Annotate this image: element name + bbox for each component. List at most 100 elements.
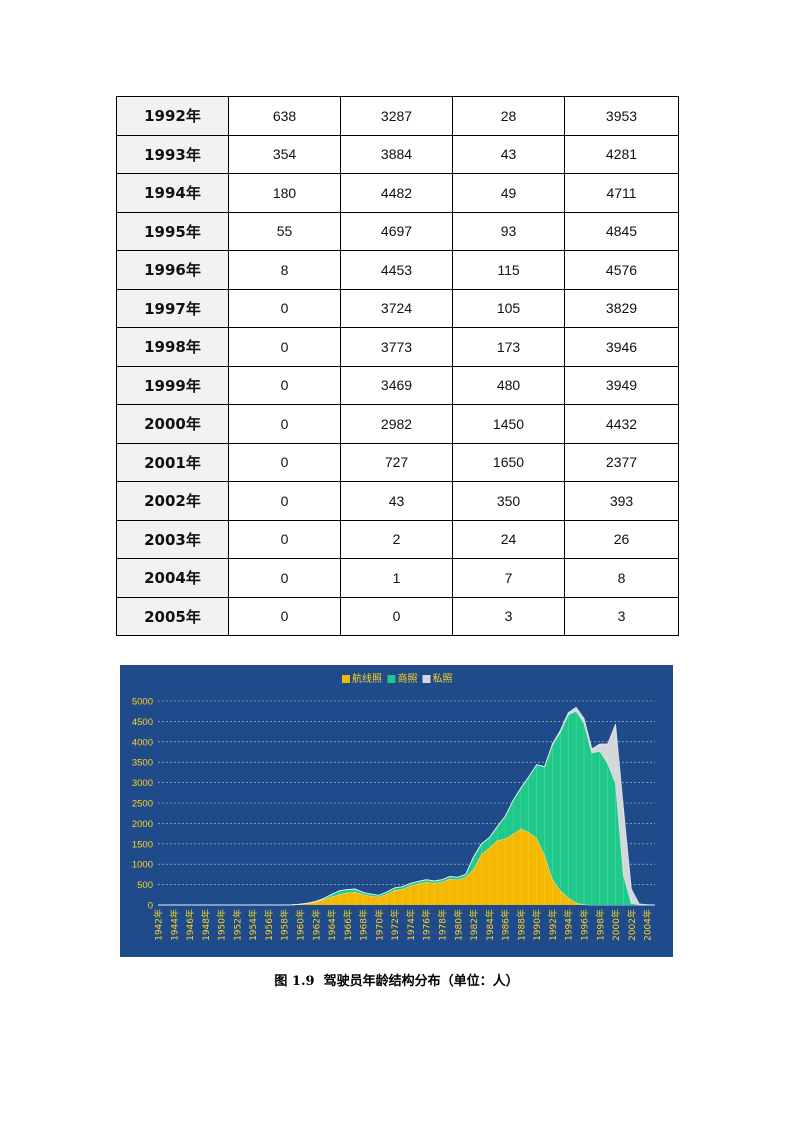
cell-commercial: 2: [340, 519, 453, 559]
legend-label-1: 商照: [398, 672, 418, 685]
cell-private: 1450: [452, 404, 565, 444]
cell-commercial: 43: [340, 481, 453, 521]
cell-year: 1995年: [116, 211, 229, 251]
x-tick-label: 2000年: [610, 909, 622, 941]
cell-commercial: 3469: [340, 365, 453, 405]
cell-year: 1998年: [116, 327, 229, 367]
x-tick-label: 1996年: [579, 909, 591, 941]
cell-private: 480: [452, 365, 565, 405]
x-tick-label: 1954年: [247, 909, 259, 941]
cell-commercial: 4482: [340, 173, 453, 213]
cell-private: 7: [452, 558, 565, 598]
y-tick-label: 3500: [132, 758, 153, 769]
cell-private: 3: [452, 596, 565, 636]
license-table: 1992年 638 3287 28 3953 1993年 354 3884 43 4281 1994…: [116, 96, 679, 636]
x-tick-label: 1978年: [437, 909, 449, 941]
x-tick-label: 1960年: [295, 909, 307, 941]
x-tick-label: 1986年: [500, 909, 512, 941]
cell-commercial: 4697: [340, 211, 453, 251]
table-row: 1993年 354 3884 43 4281: [116, 134, 679, 174]
x-tick-label: 1992年: [547, 909, 559, 941]
cell-airline: 0: [228, 404, 341, 444]
table-row: 2001年 0 727 1650 2377: [116, 442, 679, 482]
cell-year: 2000年: [116, 404, 229, 444]
cell-total: 3946: [564, 327, 679, 367]
cell-total: 3949: [564, 365, 679, 405]
cell-year: 2002年: [116, 481, 229, 521]
y-tick-label: 3000: [132, 778, 153, 789]
license-table-body: 1992年 638 3287 28 3953 1993年 354 3884 43 4281 1994…: [116, 96, 679, 636]
cell-private: 43: [452, 134, 565, 174]
table-row: 2004年 0 1 7 8: [116, 558, 679, 598]
cell-airline: 180: [228, 173, 341, 213]
x-tick-label: 2002年: [626, 909, 638, 941]
cell-airline: 0: [228, 442, 341, 482]
cell-year: 2005年: [116, 596, 229, 636]
cell-year: 2001年: [116, 442, 229, 482]
cell-year: 1996年: [116, 250, 229, 290]
legend-swatch-2: [422, 675, 431, 683]
age-structure-chart: 0 500 1000 1500 2000 2500 3000 3500 4000 4500 5000…: [120, 665, 673, 957]
cell-total: 4845: [564, 211, 679, 251]
x-tick-label: 1990年: [531, 909, 543, 941]
cell-total: 4711: [564, 173, 679, 213]
y-tick-label: 1500: [132, 839, 153, 850]
cell-total: 393: [564, 481, 679, 521]
x-tick-label: 1952年: [231, 909, 243, 941]
cell-private: 350: [452, 481, 565, 521]
cell-total: 26: [564, 519, 679, 559]
table-row: 1999年 0 3469 480 3949: [116, 365, 679, 405]
cell-total: 4576: [564, 250, 679, 290]
cell-commercial: 3724: [340, 288, 453, 328]
y-tick-label: 1000: [132, 860, 153, 871]
table-row: 1998年 0 3773 173 3946: [116, 327, 679, 367]
x-tick-label: 1944年: [168, 909, 180, 941]
cell-airline: 638: [228, 96, 341, 136]
x-tick-label: 1966年: [342, 909, 354, 941]
y-tick-label: 4000: [132, 737, 153, 748]
cell-private: 28: [452, 96, 565, 136]
cell-year: 1997年: [116, 288, 229, 328]
x-tick-label: 1962年: [310, 909, 322, 941]
area-series-0: [158, 828, 655, 905]
y-tick-label: 4500: [132, 717, 153, 728]
cell-commercial: 1: [340, 558, 453, 598]
x-tick-label: 1972年: [389, 909, 401, 941]
cell-private: 24: [452, 519, 565, 559]
cell-commercial: 3884: [340, 134, 453, 174]
table-row: 2002年 0 43 350 393: [116, 481, 679, 521]
legend-swatch-0: [342, 675, 350, 683]
x-tick-label: 1988年: [515, 909, 527, 941]
x-tick-label: 2004年: [642, 909, 654, 941]
area-edge-2: [158, 706, 656, 906]
cell-year: 1992年: [116, 96, 229, 136]
cell-airline: 0: [228, 288, 341, 328]
cell-total: 4281: [564, 134, 679, 174]
cell-airline: 0: [228, 327, 341, 367]
figure-label: 图 1.9: [274, 974, 315, 989]
cell-airline: 55: [228, 211, 341, 251]
x-tick-label: 1994年: [563, 909, 575, 941]
figure-title: 驾驶员年龄结构分布（单位：人）: [323, 974, 519, 989]
x-tick-label: 1970年: [373, 909, 385, 941]
cell-commercial: 3287: [340, 96, 453, 136]
table-row: 1996年 8 4453 115 4576: [116, 250, 679, 290]
x-tick-label: 1942年: [153, 909, 165, 941]
table-row: 1992年 638 3287 28 3953: [116, 96, 679, 136]
x-tick-label: 1964年: [326, 909, 338, 941]
cell-airline: 0: [228, 481, 341, 521]
x-tick-label: 1950年: [216, 909, 228, 941]
x-tick-label: 1958年: [279, 909, 291, 941]
x-tick-label: 1980年: [452, 909, 464, 941]
cell-private: 173: [452, 327, 565, 367]
cell-commercial: 0: [340, 596, 453, 636]
y-tick-label: 0: [148, 901, 153, 912]
x-tick-label: 1946年: [184, 909, 196, 941]
cell-year: 1994年: [116, 173, 229, 213]
cell-total: 2377: [564, 442, 679, 482]
cell-private: 49: [452, 173, 565, 213]
x-tick-label: 1984年: [484, 909, 496, 941]
cell-year: 1999年: [116, 365, 229, 405]
cell-commercial: 727: [340, 442, 453, 482]
table-row: 2000年 0 2982 1450 4432: [116, 404, 679, 444]
